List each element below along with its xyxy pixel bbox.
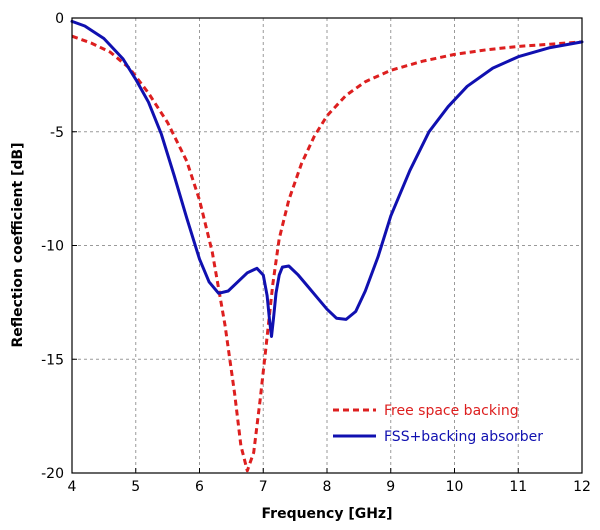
x-tick-label: 10 [446,479,464,495]
series-line-fss-backing-absorber [70,19,584,338]
legend: Free space backing FSS+backing absorber [333,403,543,445]
legend-label-free-space: Free space backing [384,403,519,419]
x-axis-label: Frequency [GHz] [262,506,393,522]
legend-label-fss: FSS+backing absorber [384,429,543,445]
x-tick-label: 8 [323,479,332,495]
y-tick-label: -5 [50,125,64,141]
y-axis-label: Reflection coefficient [dB] [10,142,26,347]
tick-labels: 4 5 6 7 8 9 10 11 12 0 -5 -10 -15 -20 [41,11,591,495]
x-tick-label: 5 [131,479,140,495]
y-tick-label: -10 [41,239,64,255]
y-tick-label: -15 [41,352,64,368]
x-tick-label: 12 [573,479,591,495]
x-tick-label: 7 [259,479,268,495]
x-tick-label: 6 [195,479,204,495]
x-tick-label: 11 [509,479,527,495]
series-line-free-space-backing [71,34,583,473]
series-lines [70,19,584,473]
y-tick-label: 0 [55,11,64,27]
grid-lines [72,18,582,473]
x-tick-label: 9 [386,479,395,495]
y-tick-label: -20 [41,466,64,482]
x-tick-label: 4 [68,479,77,495]
